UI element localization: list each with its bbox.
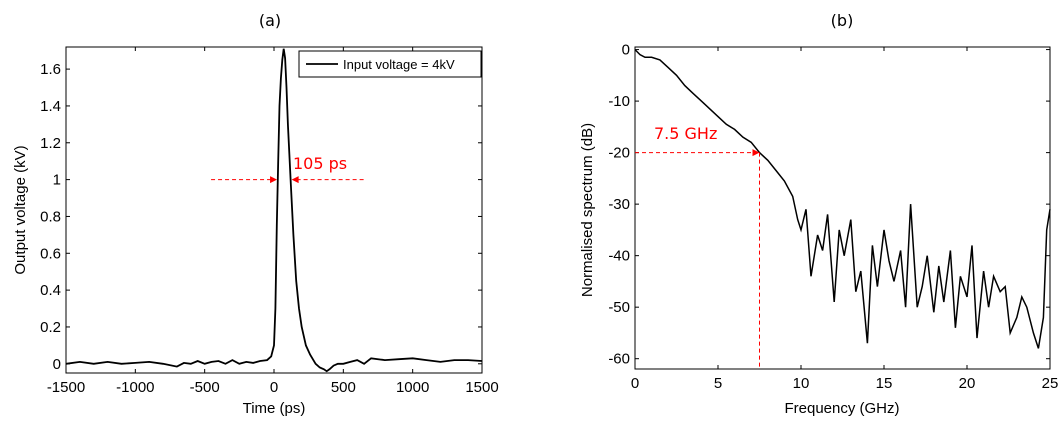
panel-a: (a) -1500 -1000 -500 0 500 1000 1500 0 0.2 0.4 0.… — [12, 11, 499, 417]
y-tick-label: -20 — [608, 145, 630, 162]
right-arrow-head — [291, 176, 299, 184]
x-tick-label: 15 — [876, 375, 893, 392]
y-tick-label: 1 — [53, 172, 61, 189]
y-tick-label: 0.4 — [40, 282, 61, 299]
x-tick-label: -1000 — [116, 379, 154, 396]
panel-a-x-label: Time (ps) — [243, 400, 306, 417]
x-tick-label: 1000 — [396, 379, 429, 396]
x-tick-label: 0 — [270, 379, 278, 396]
x-tick-label: 25 — [1042, 375, 1059, 392]
y-tick-label: 1.4 — [40, 98, 61, 115]
y-tick-label: -60 — [608, 351, 630, 368]
panel-a-y-label: Output voltage (kV) — [12, 145, 29, 274]
x-tick-label: 0 — [631, 375, 639, 392]
panel-b: (b) 0 5 10 15 20 25 0 -10 -20 -30 -40 -50 -60 Frequ… — [579, 11, 1058, 417]
y-tick-label: 0.2 — [40, 319, 61, 336]
panel-a-legend: Input voltage = 4kV — [298, 50, 482, 78]
x-tick-label: 10 — [793, 375, 810, 392]
y-tick-label: 0 — [622, 42, 630, 59]
x-tick-label: 20 — [959, 375, 976, 392]
panel-a-series-line — [65, 48, 483, 373]
panel-b-y-ticks: 0 -10 -20 -30 -40 -50 -60 — [608, 42, 1050, 368]
panel-b-title: (b) — [831, 11, 854, 30]
panel-a-title: (a) — [259, 11, 281, 30]
panel-b-series-line — [634, 49, 1051, 349]
x-tick-label: 500 — [331, 379, 356, 396]
panel-b-y-label: Normalised spectrum (dB) — [579, 123, 596, 297]
panel-a-fwhm-annotation — [211, 176, 366, 184]
y-tick-label: 0 — [53, 356, 61, 373]
x-tick-label: 1500 — [465, 379, 498, 396]
x-tick-label: -500 — [190, 379, 220, 396]
panel-b-x-label: Frequency (GHz) — [784, 400, 899, 417]
panel-b-axes-box — [634, 46, 1051, 370]
panel-a-annotation-text: 105 ps — [293, 154, 347, 173]
left-arrow-head — [270, 176, 278, 184]
x-tick-label: -1500 — [47, 379, 85, 396]
legend-label: Input voltage = 4kV — [343, 57, 455, 72]
y-tick-label: 0.6 — [40, 245, 61, 262]
marker-arrow-head — [752, 149, 760, 157]
y-tick-label: 1.2 — [40, 135, 61, 152]
y-tick-label: 0.8 — [40, 208, 61, 225]
y-tick-label: -10 — [608, 93, 630, 110]
panel-a-x-ticks: -1500 -1000 -500 0 500 1000 1500 — [47, 47, 499, 396]
panel-b-x-ticks: 0 5 10 15 20 25 — [631, 47, 1059, 392]
panel-b-bandwidth-annotation — [635, 149, 760, 369]
y-tick-label: -40 — [608, 248, 630, 265]
panel-b-annotation-text: 7.5 GHz — [654, 124, 717, 143]
panel-a-y-ticks: 0 0.2 0.4 0.6 0.8 1 1.2 1.4 1.6 — [40, 61, 482, 373]
y-tick-label: 1.6 — [40, 61, 61, 78]
x-tick-label: 5 — [714, 375, 722, 392]
y-tick-label: -30 — [608, 196, 630, 213]
y-tick-label: -50 — [608, 299, 630, 316]
